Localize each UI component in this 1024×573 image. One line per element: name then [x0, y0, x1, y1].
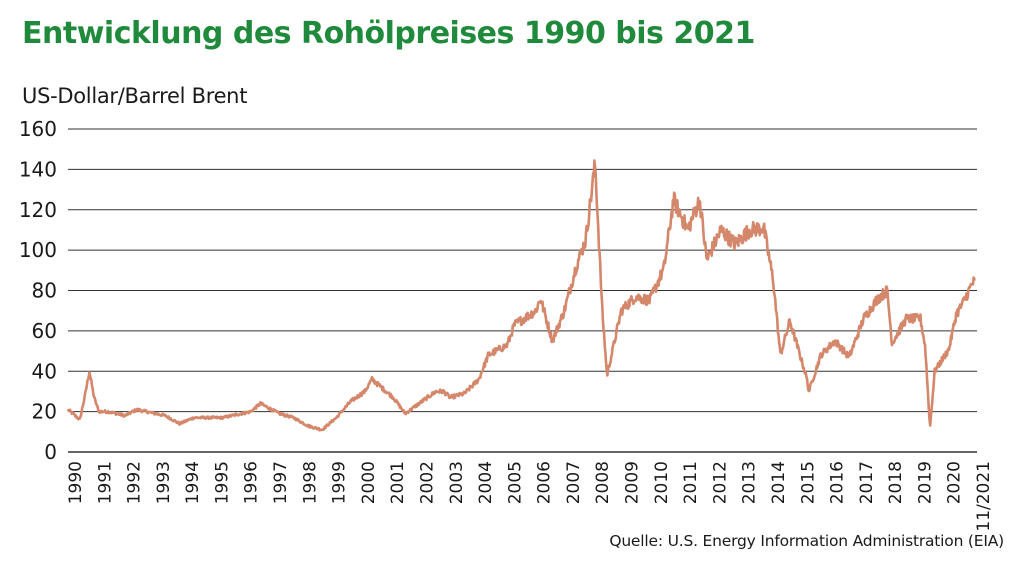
- brent-price-line: [66, 159, 977, 432]
- x-tick-label: 2007: [564, 461, 584, 504]
- x-tick-labels: 1990 1991 1992 1993 1994 1995 1996 1997 1998 1999…: [66, 461, 994, 532]
- x-tick-label: 1994: [183, 461, 203, 504]
- x-tick-label: 1990: [66, 461, 86, 504]
- x-tick-label: 2019: [915, 461, 935, 504]
- y-tick-label: 40: [32, 359, 57, 383]
- x-tick-label: 1995: [212, 461, 232, 504]
- x-tick-label: 11/2021: [974, 461, 994, 532]
- y-axis-label: US-Dollar/Barrel Brent: [22, 84, 248, 108]
- x-tick-label: 2010: [652, 461, 672, 504]
- x-tick-label: 2014: [769, 461, 789, 504]
- x-tick-label: 1993: [154, 461, 174, 504]
- x-tick-label: 1998: [300, 461, 320, 504]
- x-tick-label: 2020: [945, 461, 965, 504]
- x-tick-label: 2011: [681, 461, 701, 504]
- x-tick-label: 2016: [828, 461, 848, 504]
- x-tick-label: 1996: [242, 461, 262, 504]
- x-tick-label: 1997: [271, 461, 291, 504]
- x-tick-label: 2013: [740, 461, 760, 504]
- x-tick-label: 2006: [535, 461, 555, 504]
- x-tick-label: 2017: [857, 461, 877, 504]
- y-tick-label: 140: [19, 157, 57, 181]
- x-tick-label: 1992: [125, 461, 145, 504]
- x-tick-label: 2004: [476, 461, 496, 504]
- x-tick-label: 2012: [710, 461, 730, 504]
- x-tick-label: 2000: [359, 461, 379, 504]
- y-tick-label: 160: [19, 117, 57, 141]
- x-tick-label: 2001: [388, 461, 408, 504]
- y-tick-label: 20: [32, 400, 57, 424]
- x-tick-label: 2009: [623, 461, 643, 504]
- x-tick-label: 1999: [330, 461, 350, 504]
- chart-title: Entwicklung des Rohölpreises 1990 bis 20…: [22, 16, 755, 51]
- source-note: Quelle: U.S. Energy Information Administ…: [609, 532, 1004, 550]
- y-tick-labels: 0 20 40 60 80 100 120 140 160: [19, 117, 57, 464]
- y-tick-label: 60: [32, 319, 57, 343]
- x-tick-label: 2002: [417, 461, 437, 504]
- y-tick-label: 100: [19, 238, 57, 262]
- x-tick-label: 2008: [593, 461, 613, 504]
- x-tick-label: 2018: [886, 461, 906, 504]
- y-tick-label: 0: [44, 440, 57, 464]
- x-tick-label: 1991: [95, 461, 115, 504]
- grid-lines: [68, 128, 977, 453]
- y-tick-label: 80: [32, 279, 57, 303]
- x-tick-label: 2005: [505, 461, 525, 504]
- series-layer: [66, 159, 977, 432]
- x-tick-label: 2003: [447, 461, 467, 504]
- y-tick-label: 120: [19, 198, 57, 222]
- x-tick-label: 2015: [798, 461, 818, 504]
